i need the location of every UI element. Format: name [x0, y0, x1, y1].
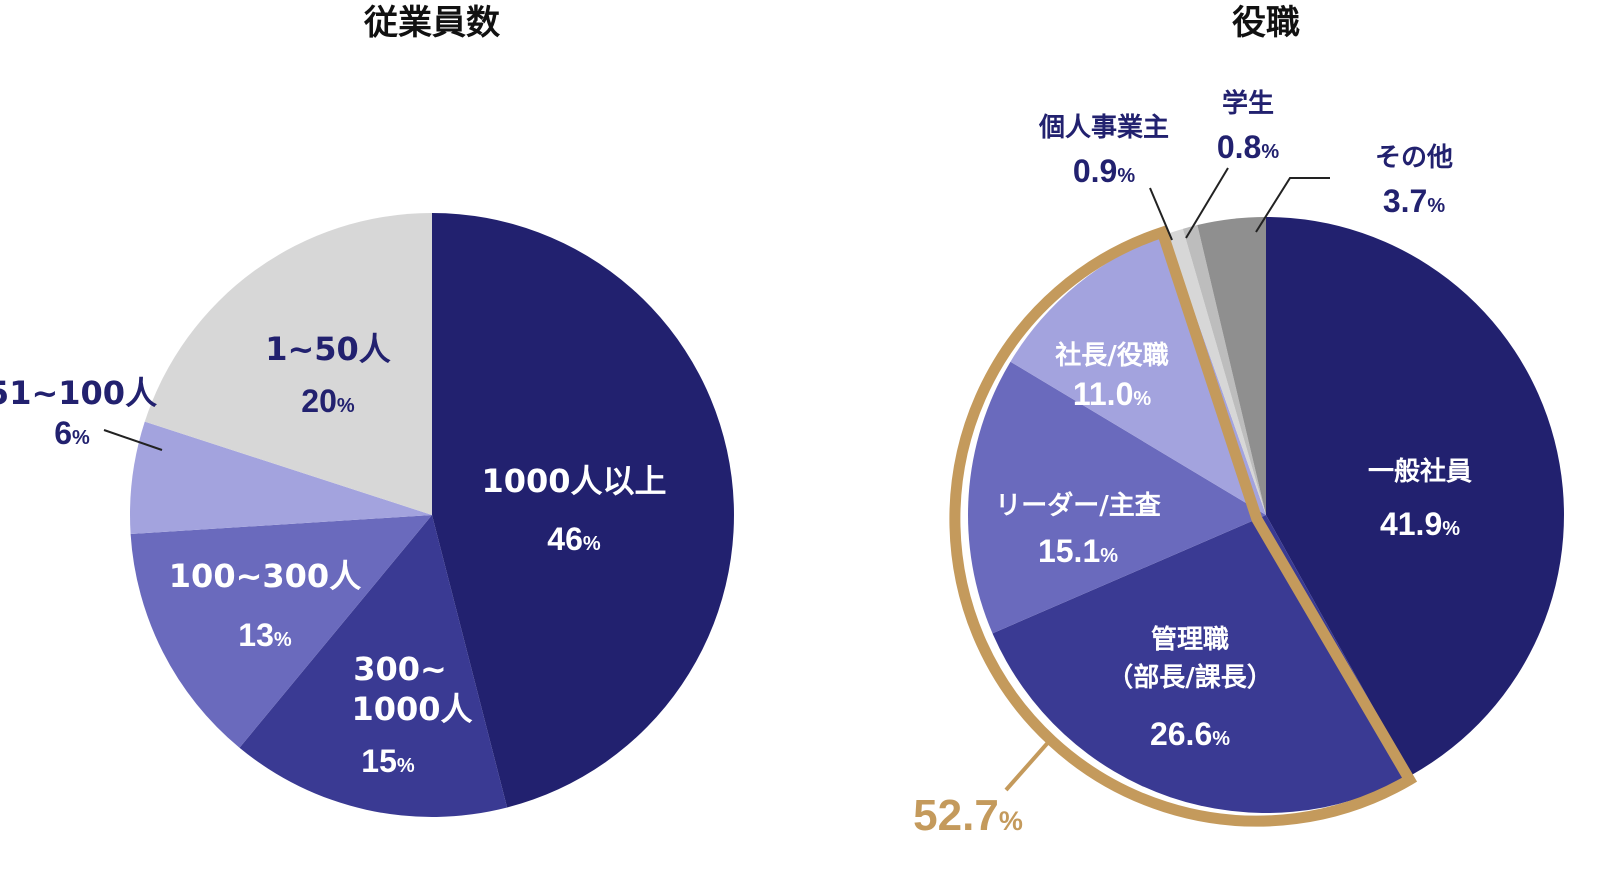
employees-value-2-number: 13 — [238, 617, 274, 653]
position-slice-1 — [992, 515, 1412, 813]
pie-chart-employees — [130, 213, 734, 817]
employees-label-1-line-1: 1000人 — [351, 690, 472, 728]
position-value-0: 41.9% — [1380, 506, 1460, 542]
pie-chart-position — [949, 217, 1564, 827]
position-value-3-unit: % — [1133, 388, 1151, 410]
position-slice-3 — [1010, 233, 1266, 516]
position-value-4: 0.9% — [1073, 153, 1135, 189]
employees-value-4: 20% — [301, 383, 355, 419]
employees-slice-2 — [130, 515, 432, 748]
position-value-2-number: 15.1 — [1038, 533, 1100, 569]
position-label-1-line-1: （部長/課長） — [1107, 662, 1273, 693]
position-value-6-unit: % — [1427, 195, 1445, 217]
position-slice-2 — [968, 361, 1266, 634]
employees-label-2-line-0: 100~300人 — [169, 557, 361, 595]
employees-slice-1 — [239, 515, 508, 817]
position-label-2-line-0: リーダー/主査 — [995, 490, 1161, 521]
position-label-1-line-0: 管理職 — [1151, 625, 1229, 655]
position-highlight-total: 52.7% — [913, 791, 1023, 840]
employees-value-0: 46% — [547, 521, 601, 557]
employees-value-4-unit: % — [337, 395, 355, 417]
position-label-4-line-0: 個人事業主 — [1038, 113, 1169, 143]
employees-value-2-unit: % — [274, 629, 292, 651]
employees-value-2: 13% — [238, 617, 292, 653]
employees-value-1-number: 15 — [361, 743, 397, 779]
position-value-5-number: 0.8 — [1217, 129, 1261, 165]
employees-value-1-unit: % — [397, 755, 415, 777]
position-value-2: 15.1% — [1038, 533, 1118, 569]
position-highlight-leader — [1004, 736, 1054, 792]
position-label-5-line-0: 学生 — [1222, 88, 1274, 119]
employees-slice-4 — [144, 213, 432, 515]
position-value-0-number: 41.9 — [1380, 506, 1442, 542]
position-leader-6 — [1255, 177, 1330, 233]
position-slice-0 — [1266, 217, 1564, 776]
employees-label-4-line-0: 1~50人 — [265, 330, 391, 368]
employees-value-1: 15% — [361, 743, 415, 779]
position-value-3-number: 11.0 — [1073, 376, 1134, 412]
employees-slice-3 — [130, 421, 433, 534]
employees-value-3-unit: % — [72, 427, 90, 449]
position-highlight-total-unit: % — [999, 806, 1023, 836]
employees-value-3: 6% — [54, 415, 90, 451]
employees-value-3-number: 6 — [54, 415, 72, 451]
position-value-0-unit: % — [1442, 518, 1460, 540]
employees-label-1-line-0: 300~ — [353, 650, 447, 688]
position-value-1-number: 26.6 — [1150, 716, 1212, 752]
position-value-4-number: 0.9 — [1073, 153, 1117, 189]
employees-leader-3 — [103, 429, 163, 451]
position-value-5: 0.8% — [1217, 129, 1279, 165]
employees-slice-0 — [432, 213, 734, 808]
position-value-6-number: 3.7 — [1383, 183, 1427, 219]
position-label-3-line-0: 社長/役職 — [1055, 340, 1169, 371]
position-label-0-line-0: 一般社員 — [1368, 456, 1472, 487]
position-label-6-line-0: その他 — [1375, 143, 1453, 173]
position-slice-4 — [1166, 228, 1266, 515]
employees-label-0-line-0: 1000人以上 — [481, 462, 666, 500]
position-slice-6 — [1197, 217, 1266, 515]
position-value-5-unit: % — [1261, 141, 1279, 163]
employees-value-4-number: 20 — [301, 383, 337, 419]
position-value-2-unit: % — [1100, 545, 1118, 567]
chart1-title: 従業員数 — [363, 3, 500, 43]
position-value-4-unit: % — [1117, 165, 1135, 187]
position-leader-5 — [1185, 167, 1229, 239]
position-value-1: 26.6% — [1150, 716, 1230, 752]
position-leader-4 — [1149, 187, 1173, 241]
employees-value-0-number: 46 — [547, 521, 583, 557]
position-highlight-outline — [949, 225, 1418, 827]
position-slice-5 — [1182, 225, 1266, 515]
position-value-1-unit: % — [1212, 728, 1230, 750]
position-highlight-total-number: 52.7 — [913, 791, 999, 840]
employees-value-0-unit: % — [583, 533, 601, 555]
employees-label-3-line-0: 51~100人 — [0, 374, 157, 412]
chart-labels: 1000人以上 46% 300~1000人 15% 100~300人 13% 51~100人… — [0, 88, 1472, 840]
position-value-3: 11.0% — [1073, 376, 1152, 412]
chart2-title: 役職 — [1232, 3, 1300, 43]
position-value-6: 3.7% — [1383, 183, 1445, 219]
